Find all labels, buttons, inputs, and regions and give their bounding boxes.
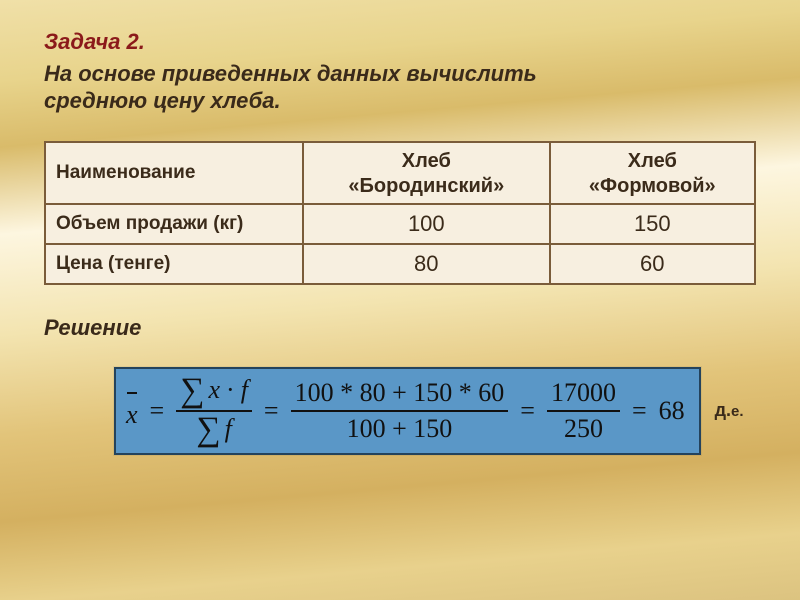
frac-expansion: 100 * 80 + 150 * 60 100 + 150 <box>291 378 509 444</box>
data-table: Наименование Хлеб «Бородинский» Хлеб «Фо… <box>44 141 756 285</box>
reduced-num: 17000 <box>547 378 620 408</box>
equals-2: = <box>262 396 281 426</box>
equals-4: = <box>630 396 649 426</box>
col-header-2: Хлеб «Формовой» <box>550 142 755 204</box>
row-price-label: Цена (тенге) <box>45 244 303 284</box>
col2-line2: «Формовой» <box>559 174 746 199</box>
row-volume-label: Объем продажи (кг) <box>45 204 303 244</box>
sigma-icon: ∑ <box>180 377 204 404</box>
equals-1: = <box>148 396 167 426</box>
table-row: Цена (тенге) 80 60 <box>45 244 755 284</box>
task-heading: Задача 2. <box>44 28 756 56</box>
task-desc-line2: среднюю цену хлеба. <box>44 88 281 113</box>
frac-reduced: 17000 250 <box>547 378 620 444</box>
col-header-1: Хлеб «Бородинский» <box>303 142 550 204</box>
formula-result: 68 <box>659 396 685 426</box>
expansion-num: 100 * 80 + 150 * 60 <box>291 378 509 408</box>
expansion-den: 100 + 150 <box>343 414 457 444</box>
formula-box: x = ∑ x·f ∑ f <box>114 367 701 455</box>
xbar-symbol: x <box>126 392 138 430</box>
task-label: Задача 2. <box>44 29 145 54</box>
table-header-row: Наименование Хлеб «Бородинский» Хлеб «Фо… <box>45 142 755 204</box>
unit-e: е. <box>731 403 744 420</box>
row-volume-c1: 100 <box>303 204 550 244</box>
row-price-c1: 80 <box>303 244 550 284</box>
col1-line2: «Бородинский» <box>312 174 541 199</box>
formula: x = ∑ x·f ∑ f <box>126 375 685 447</box>
slide: Задача 2. На основе приведенных данных в… <box>0 0 800 455</box>
equals-3: = <box>518 396 537 426</box>
unit-d: д. <box>715 400 731 420</box>
task-description: На основе приведенных данных вычислить с… <box>44 60 756 115</box>
row-volume-c2: 150 <box>550 204 755 244</box>
row-price-c2: 60 <box>550 244 755 284</box>
unit-label: д.е. <box>715 400 744 421</box>
sigma-icon: ∑ <box>196 416 220 443</box>
task-desc-line1: На основе приведенных данных вычислить <box>44 61 537 86</box>
col-header-name: Наименование <box>45 142 303 204</box>
formula-row: x = ∑ x·f ∑ f <box>44 367 756 455</box>
reduced-den: 250 <box>560 414 607 444</box>
col1-line1: Хлеб <box>402 150 451 172</box>
lhs-x: x <box>126 400 138 429</box>
solution-label: Решение <box>44 315 756 341</box>
table-row: Объем продажи (кг) 100 150 <box>45 204 755 244</box>
col2-line1: Хлеб <box>628 150 677 172</box>
frac-sigma: ∑ x·f ∑ f <box>176 375 252 447</box>
